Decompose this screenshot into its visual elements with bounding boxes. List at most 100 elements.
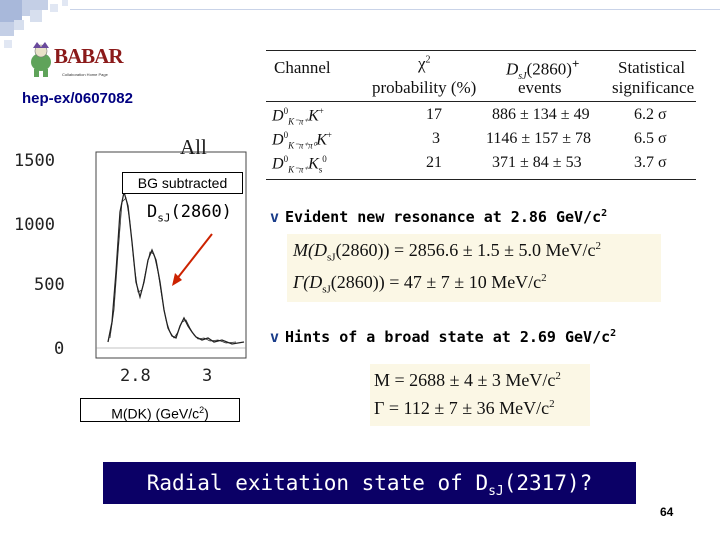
width-eq-rest: (2860)) = 47 ± 7 ± 10 MeV/c [330, 272, 542, 292]
corner-square [0, 22, 14, 36]
table-row-events: 371 ± 84 ± 53 [492, 154, 582, 171]
peak-label-main: D [147, 202, 158, 222]
mass-eq-sub: sJ [327, 251, 336, 264]
table-row-prob: 3 [432, 130, 440, 147]
table-row-channel: D0K⁻π⁺Ks0 [272, 154, 327, 176]
x-axis-label: M(DK) (GeV/c2) [80, 398, 240, 422]
corner-square [38, 0, 48, 10]
y-tick-label: 0 [54, 339, 64, 359]
width-equation: Γ = 112 ± 7 ± 36 MeV/c2 [374, 398, 555, 419]
width-equation: Γ(DsJ(2860)) = 47 ± 7 ± 10 MeV/c2 [293, 272, 547, 296]
table-row-significance: 6.5 σ [634, 130, 667, 147]
table-row-channel: D0K⁻π⁺π⁰K+ [272, 130, 332, 152]
channel-decay: K⁻π⁺ [288, 164, 309, 175]
peak-label-sub: sJ [157, 211, 171, 225]
x-axis-label-main: M(DK) (GeV/c [111, 405, 200, 422]
top-rule [70, 9, 720, 10]
header-channel: Channel [274, 58, 331, 77]
banner-sub: sJ [488, 484, 504, 500]
width-eq-main: Γ = 112 ± 7 ± 36 MeV/c [374, 398, 550, 418]
bullet-text: Hints of a broad state at 2.69 GeV/c [285, 328, 611, 346]
table-row-significance: 3.7 σ [634, 154, 667, 171]
babar-logo-subtitle: Collaboration Home Page [62, 72, 108, 77]
table-rule [266, 50, 696, 51]
channel-tail: K [316, 131, 327, 149]
bullet-broad-state: v Hints of a broad state at 2.69 GeV/c2 [270, 328, 616, 346]
x-tick-label: 2.8 [120, 366, 151, 386]
corner-square [50, 4, 58, 12]
width-eq-sup: 2 [541, 272, 547, 284]
channel-sup: 0 [283, 154, 289, 164]
header-yield-tail: (2860) [526, 59, 572, 79]
peak-label-tail: (2860) [170, 202, 232, 222]
corner-square [62, 0, 68, 6]
corner-square [0, 0, 22, 22]
header-significance-bottom: significance [612, 78, 695, 97]
equation-box-2690: M = 2688 ± 4 ± 3 MeV/c2 Γ = 112 ± 7 ± 36… [370, 364, 590, 426]
banner-text: Radial exitation state of D [146, 471, 489, 495]
channel-tail: K [308, 107, 319, 125]
table-row-significance: 6.2 σ [634, 106, 667, 123]
bullet-icon: v [270, 208, 280, 226]
channel-tail-sup: 0 [322, 154, 327, 164]
header-chi2: χ2 [418, 54, 431, 74]
peak-label: DsJ(2860) [145, 202, 234, 225]
header-yield-sub: sJ [518, 71, 527, 83]
y-tick-label: 500 [34, 275, 65, 295]
x-tick-label: 3 [202, 366, 212, 386]
bg-subtracted-label: BG subtracted [122, 172, 243, 194]
header-yield: DsJ(2860)+ [506, 56, 579, 82]
channel-sup: 0 [283, 106, 289, 116]
header-yield-plus: + [571, 56, 580, 71]
channel-sup: 0 [283, 130, 289, 140]
table-row-prob: 17 [426, 106, 442, 123]
plot-panel-title: All [180, 135, 207, 159]
page-number: 64 [660, 505, 674, 519]
table-row-prob: 21 [426, 154, 442, 171]
channel-tail-sup: + [318, 106, 324, 116]
table-rule [266, 101, 696, 102]
channel-decay: K⁻π⁺ [288, 116, 309, 127]
channel-main: D [272, 131, 284, 149]
width-eq-main: Γ(D [293, 272, 323, 292]
channel-tail-sub: s [318, 164, 323, 175]
corner-square [30, 10, 42, 22]
arxiv-reference: hep-ex/0607082 [22, 90, 133, 107]
header-chi2-sup: 2 [425, 54, 431, 66]
table-row-events: 1146 ± 157 ± 78 [486, 130, 591, 147]
width-eq-sub: sJ [322, 283, 331, 296]
header-yield-main: D [506, 59, 519, 79]
header-events: events [518, 78, 562, 97]
table-rule [266, 179, 696, 180]
babar-logo [24, 40, 134, 82]
header-significance-top: Statistical [618, 58, 686, 77]
equation-box-2860: M(DsJ(2860)) = 2856.6 ± 1.5 ± 5.0 MeV/c2… [287, 234, 661, 302]
header-chi2-symbol: χ [418, 54, 426, 73]
bullet-evident-resonance: v Evident new resonance at 2.86 GeV/c2 [270, 208, 607, 226]
channel-tail: K [308, 155, 319, 173]
bullet-icon: v [270, 328, 280, 346]
bullet-sup: 2 [610, 328, 617, 339]
mass-eq-sup: 2 [555, 370, 561, 382]
bullet-sup: 2 [601, 208, 608, 219]
mass-eq-rest: (2860)) = 2856.6 ± 1.5 ± 5.0 MeV/c [335, 240, 596, 260]
x-axis-label-tail: ) [204, 405, 209, 422]
y-tick-label: 1500 [14, 151, 55, 171]
mass-spectrum-plot: All 1500 1000 500 0 2.8 3 [14, 135, 247, 386]
babar-logo-text: BABAR [54, 44, 124, 68]
x-axis-label-sup: 2 [199, 405, 205, 415]
peak-arrow-line [175, 233, 213, 281]
corner-square [4, 40, 12, 48]
header-probability: probability (%) [372, 78, 477, 97]
channel-main: D [272, 107, 284, 125]
table-row-events: 886 ± 134 ± 49 [492, 106, 590, 123]
results-table: Channel χ2 probability (%) DsJ(2860)+ ev… [266, 46, 696, 180]
bullet-text: Evident new resonance at 2.86 GeV/c [285, 208, 602, 226]
channel-decay: K⁻π⁺π⁰ [288, 140, 317, 151]
channel-tail-sup: + [326, 130, 332, 140]
y-tick-label: 1000 [14, 215, 55, 235]
mass-eq-main: M(D [293, 240, 327, 260]
spectrum-points [109, 197, 237, 344]
banner-tail: (2317)? [503, 471, 593, 495]
corner-square [14, 20, 24, 30]
